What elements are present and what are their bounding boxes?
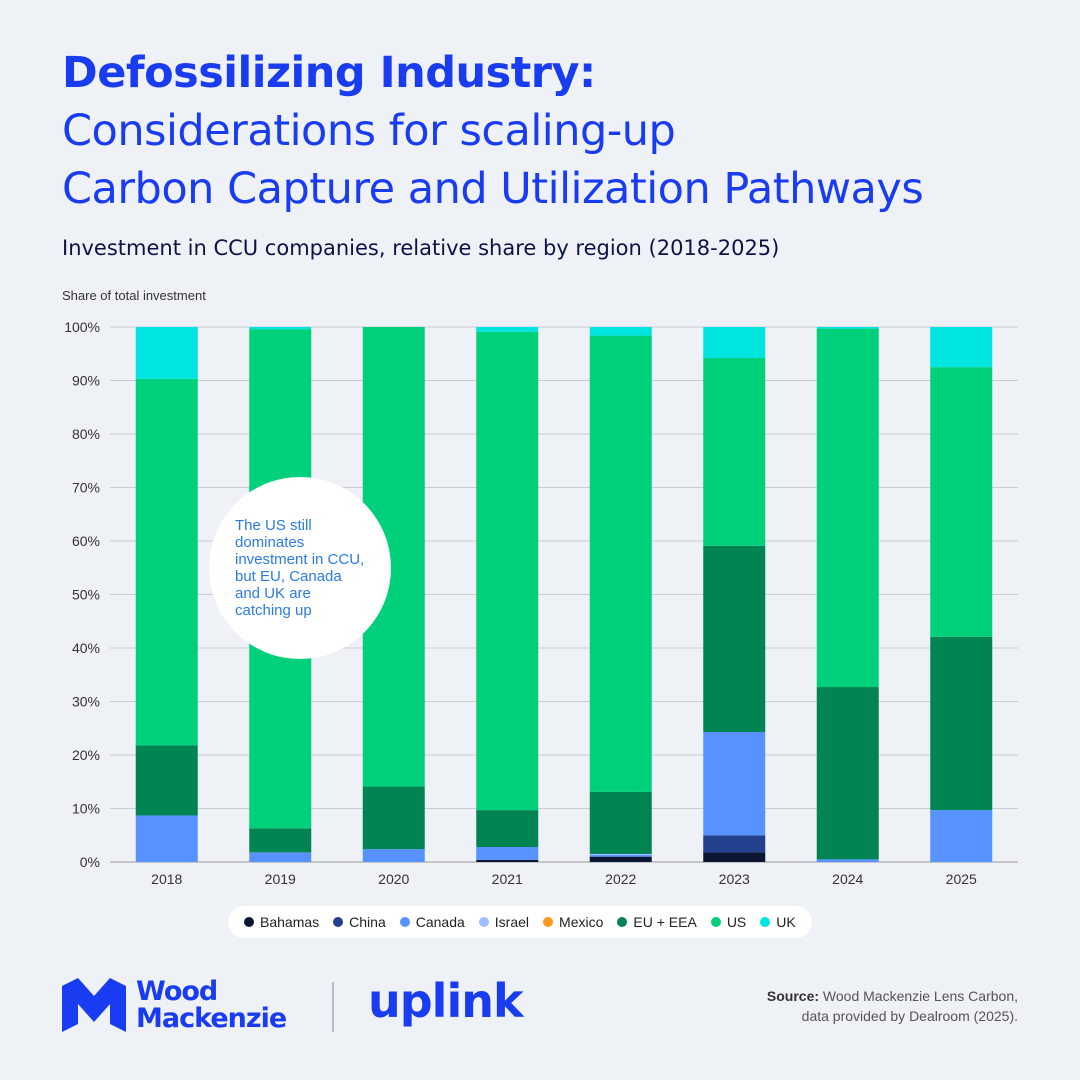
legend-swatch [244,917,254,927]
y-tick-label: 60% [72,533,100,549]
bar-segment [589,327,652,336]
y-tick-label: 70% [72,480,100,496]
y-tick-label: 10% [72,801,100,817]
legend-swatch [710,917,721,927]
legend-swatch [543,917,554,927]
bar-segment [703,545,766,732]
wood-mackenzie-mark-icon [62,978,126,1032]
chart-subtitle: Investment in CCU companies, relative sh… [62,236,780,260]
legend-item: Mexico [543,914,603,930]
x-tick-label: 2021 [492,871,523,887]
y-tick-label: 80% [72,426,100,442]
bar-segment [476,810,539,848]
bar-segment [930,636,993,811]
x-tick-label: 2018 [151,871,182,887]
title-line-2: Considerations for scaling-up [62,106,676,156]
legend-item: Bahamas [244,914,319,930]
bar-segment [476,331,539,811]
bar-segment [476,327,539,332]
legend-swatch [333,917,344,927]
bar-segment [816,687,879,860]
legend-label: Canada [415,914,465,930]
callout-bubble: The US still dominates investment in CCU… [209,477,391,659]
brand-line-2: Mackenzie [136,1003,287,1034]
chart-legend: Bahamas China Canada Israel Mexico EU + EEA US… [228,906,812,938]
title-line-1: Defossilizing Industry: [62,48,596,98]
bar-segment [703,358,766,546]
bar-segment [362,849,425,862]
y-tick-label: 0% [80,854,100,870]
bar-segment [703,731,766,836]
wood-mackenzie-logo: Wood Mackenzie [62,976,287,1034]
bar-segment [135,327,198,379]
bar-segment [589,856,652,862]
bar-segment [476,859,539,862]
y-tick-label: 20% [72,747,100,763]
bar-segment [249,327,312,330]
bar-segment [589,853,652,856]
legend-label: US [726,914,747,930]
bar-segment [703,852,766,862]
y-tick-label: 100% [64,319,100,335]
y-tick-label: 40% [72,640,100,656]
legend-swatch [399,917,410,927]
legend-label: Bahamas [260,914,320,930]
y-axis-label: Share of total investment [62,288,206,303]
x-tick-label: 2025 [946,871,977,887]
legend-swatch [478,917,489,927]
legend-item: China [333,914,386,930]
wood-mackenzie-wordmark: Wood Mackenzie [136,976,287,1034]
bar-segment [476,847,539,860]
x-tick-label: 2020 [378,871,409,887]
source-note: Source: Wood Mackenzie Lens Carbon, data… [767,986,1018,1026]
bar-segment [135,815,198,862]
source-label: Source: [766,988,820,1004]
bar-segment [816,327,879,329]
bar-segment [249,828,312,853]
legend-label: Mexico [559,914,604,930]
source-line-1: Wood Mackenzie Lens Carbon, [819,988,1018,1004]
legend-item: US [710,914,747,930]
legend-item: Canada [399,914,465,930]
bar-segment [930,810,993,862]
legend-swatch [760,917,771,927]
title-line-3: Carbon Capture and Utilization Pathways [62,164,924,214]
bar-segment [362,786,425,850]
bar-segment [249,852,312,862]
legend-label: Israel [494,914,530,930]
x-tick-label: 2019 [265,871,296,887]
y-tick-label: 30% [72,694,100,710]
bar-segment [930,367,993,637]
legend-item: Israel [478,914,530,930]
legend-label: China [349,914,386,930]
bar-segment [703,327,766,359]
bar-segment [135,378,198,746]
bar-segment [930,327,993,368]
bar-segment [589,791,652,854]
bar-segment [703,835,766,853]
legend-item: EU + EEA [617,914,697,930]
stacked-bar-chart: 0% 10% 20% 30% 40% 50% 60% 70% 80% 90% 100% 2018 201… [64,319,1018,887]
chart-title: Defossilizing Industry: Considerations f… [62,44,924,218]
legend-item: UK [760,914,796,930]
bar-segment [589,855,652,857]
bar-segment [816,859,879,862]
source-line-2: data provided by Dealroom (2025). [801,1008,1018,1024]
callout-text: The US still dominates investment in CCU… [235,517,365,619]
x-tick-label: 2024 [832,871,863,887]
legend-label: UK [776,914,796,930]
bar-segment [135,745,198,816]
legend-swatch [617,917,628,927]
bar-segment [816,328,879,688]
bar-segment [589,335,652,792]
uplink-logo: uplink [368,974,524,1028]
x-tick-label: 2022 [605,871,636,887]
brand-line-1: Wood [136,976,218,1007]
footer-divider [332,982,334,1032]
x-tick-label: 2023 [719,871,750,887]
y-tick-label: 90% [72,373,100,389]
y-tick-label: 50% [72,587,100,603]
legend-label: EU + EEA [633,914,697,930]
